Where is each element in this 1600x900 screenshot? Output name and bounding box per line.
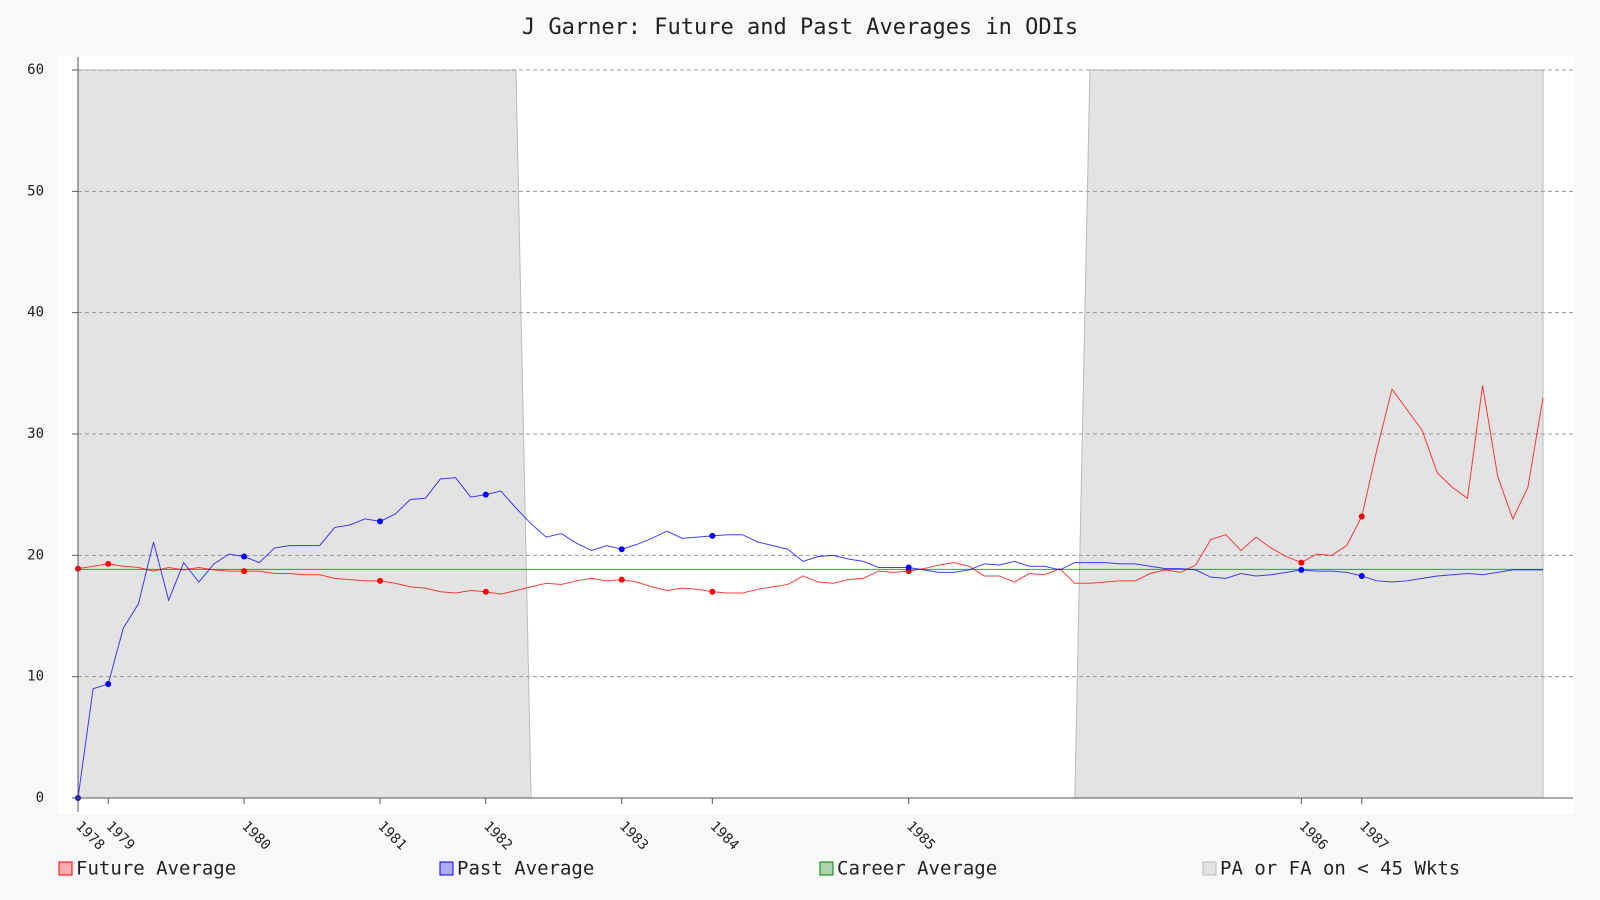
y-tick-label: 60 [27, 62, 44, 78]
y-tick-label: 40 [27, 305, 44, 321]
legend-swatch [439, 861, 454, 876]
point [709, 588, 716, 595]
legend-label: Career Average [837, 858, 997, 880]
point [1298, 559, 1305, 566]
legend-label: Past Average [457, 858, 594, 880]
legend-swatch [819, 861, 834, 876]
point [377, 518, 384, 525]
y-tick-label: 20 [27, 547, 44, 563]
point [1298, 566, 1305, 573]
legend-label: PA or FA on < 45 Wkts [1220, 858, 1460, 880]
point [241, 553, 248, 560]
point [377, 577, 384, 584]
point [905, 564, 912, 571]
y-tick-label: 10 [27, 669, 44, 685]
legend-swatch [1202, 861, 1217, 876]
point [241, 568, 248, 575]
marker-layer [75, 491, 1365, 801]
legend-label: Future Average [76, 858, 236, 880]
point [105, 680, 112, 687]
point [482, 491, 489, 498]
point [482, 588, 489, 595]
y-tick-label: 30 [27, 426, 44, 442]
point [1358, 513, 1365, 520]
point [709, 532, 716, 539]
point [1358, 572, 1365, 579]
chart-title: J Garner: Future and Past Averages in OD… [522, 15, 1078, 40]
y-tick-label: 50 [27, 183, 44, 199]
point [618, 546, 625, 553]
y-tick-label: 0 [36, 790, 44, 806]
point [105, 560, 112, 567]
point [618, 576, 625, 583]
legend-swatch [58, 861, 73, 876]
legend: Future Average Past Average Career Average… [58, 858, 1460, 880]
